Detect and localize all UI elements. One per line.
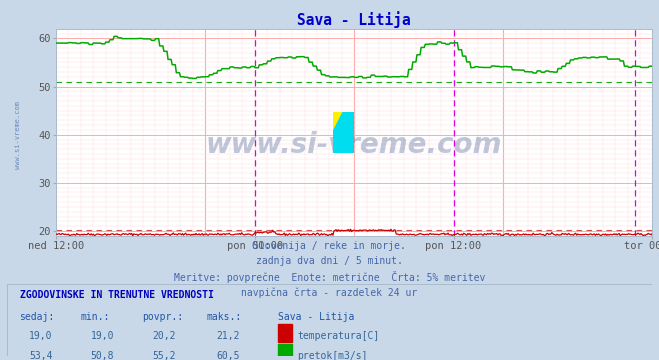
Text: www.si-vreme.com: www.si-vreme.com	[206, 131, 502, 159]
Text: 19,0: 19,0	[29, 331, 53, 341]
Bar	[278, 324, 292, 342]
Text: pretok[m3/s]: pretok[m3/s]	[297, 351, 368, 360]
Text: 55,2: 55,2	[152, 351, 175, 360]
Title: Sava - Litija: Sava - Litija	[297, 11, 411, 28]
Bar	[343, 112, 354, 153]
Text: povpr.:: povpr.:	[142, 312, 183, 322]
Text: 19,0: 19,0	[90, 331, 114, 341]
Text: 21,2: 21,2	[216, 331, 240, 341]
Text: sedaj:: sedaj:	[20, 312, 55, 322]
Text: 53,4: 53,4	[29, 351, 53, 360]
Text: temperatura[C]: temperatura[C]	[297, 331, 380, 341]
Text: 20,2: 20,2	[152, 331, 175, 341]
Text: 60,5: 60,5	[216, 351, 240, 360]
Text: ZGODOVINSKE IN TRENUTNE VREDNOSTI: ZGODOVINSKE IN TRENUTNE VREDNOSTI	[20, 290, 214, 300]
Text: maks.:: maks.:	[207, 312, 242, 322]
Polygon shape	[333, 112, 354, 153]
Text: Slovenija / reke in morje.
zadnja dva dni / 5 minut.
Meritve: povprečne  Enote: : Slovenija / reke in morje. zadnja dva dn…	[174, 241, 485, 298]
Polygon shape	[333, 112, 354, 153]
Text: min.:: min.:	[81, 312, 110, 322]
Bar	[278, 344, 292, 360]
Text: 50,8: 50,8	[90, 351, 114, 360]
Text: www.si-vreme.com: www.si-vreme.com	[15, 101, 21, 169]
Polygon shape	[333, 112, 354, 153]
Text: Sava - Litija: Sava - Litija	[278, 312, 354, 322]
Bar	[333, 112, 343, 153]
